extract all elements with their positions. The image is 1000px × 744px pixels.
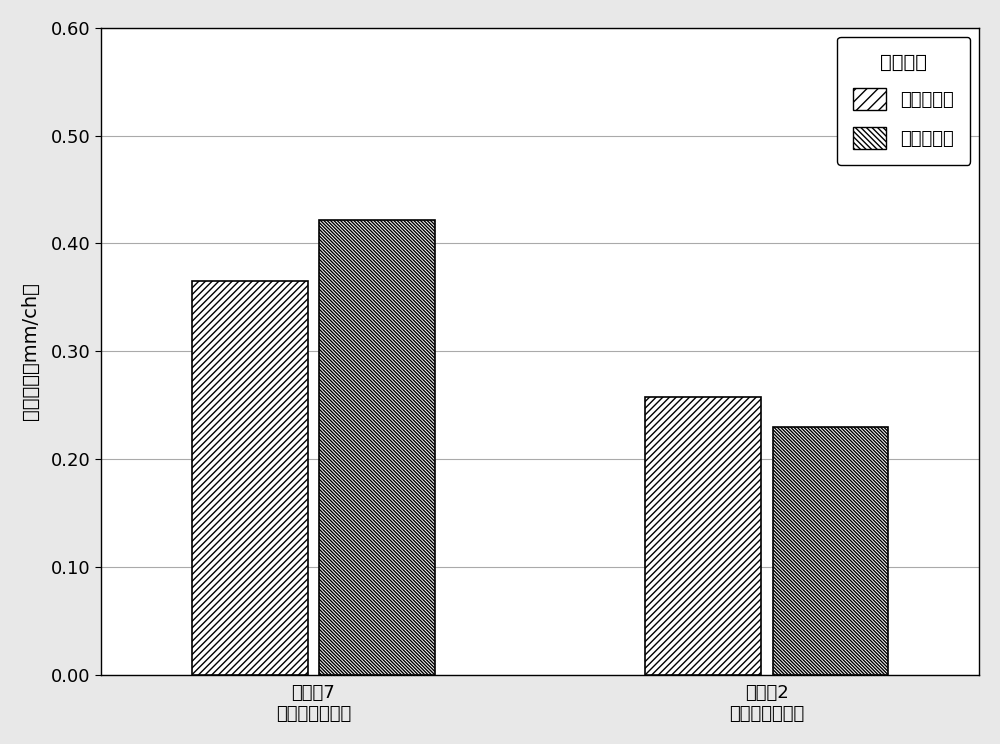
Bar	[192, 281, 308, 675]
Y-axis label: 搏耗速度（mm/ch）: 搏耗速度（mm/ch）	[21, 282, 40, 420]
Bar	[645, 397, 761, 675]
Legend: 运转前半段, 运转后半段: 运转前半段, 运转后半段	[837, 37, 970, 165]
Bar	[773, 427, 888, 675]
Bar	[319, 219, 435, 675]
